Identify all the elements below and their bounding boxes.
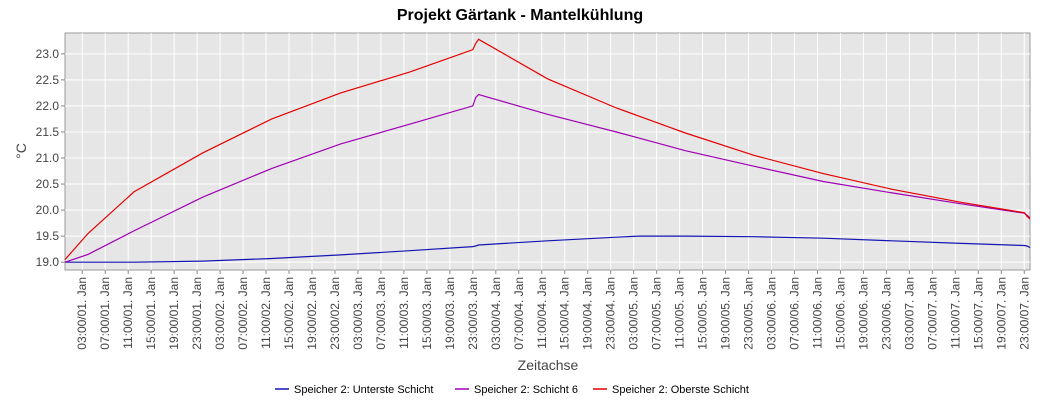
legend: Speicher 2: Unterste Schicht Speicher 2: … bbox=[275, 384, 749, 396]
x-tick-label: 03:00/04. Jan bbox=[489, 277, 503, 350]
x-tick-label: 15:00/05. Jan bbox=[696, 277, 710, 350]
x-tick-label: 11:00/01. Jan bbox=[121, 277, 135, 349]
y-tick-label: 21.0 bbox=[36, 151, 60, 165]
axes: 19.0 19.5 20.0 20.5 21.0 21.5 22.0 22.5 23.0 03:0… bbox=[36, 47, 1032, 350]
x-tick-label: 07:00/04. Jan bbox=[512, 277, 526, 350]
y-tick-label: 21.5 bbox=[36, 125, 60, 139]
x-tick-label: 15:00/07. Jan bbox=[971, 277, 985, 350]
series-line-2 bbox=[64, 93, 1031, 263]
chart-title: Projekt Gärtank - Mantelkühlung bbox=[397, 7, 643, 24]
x-tick-label: 07:00/05. Jan bbox=[650, 277, 664, 350]
series-line-3 bbox=[64, 38, 1031, 260]
y-tick-label: 19.5 bbox=[36, 229, 60, 243]
x-tick-label: 23:00/01. Jan bbox=[190, 277, 204, 350]
x-tick-label: 07:00/03. Jan bbox=[374, 277, 388, 350]
x-tick-label: 15:00/06. Jan bbox=[833, 277, 847, 350]
series-lines bbox=[64, 38, 1031, 263]
x-axis-label: Zeitachse bbox=[518, 357, 579, 373]
x-tick-label: 11:00/02. Jan bbox=[259, 277, 273, 349]
x-tick-label: 15:00/04. Jan bbox=[558, 277, 572, 350]
y-tick-label: 19.0 bbox=[36, 255, 60, 269]
x-tick-label: 19:00/06. Jan bbox=[856, 277, 870, 350]
y-tick-label: 20.0 bbox=[36, 203, 60, 217]
x-tick-label: 07:00/02. Jan bbox=[236, 277, 250, 350]
x-tick-label: 23:00/07. Jan bbox=[1017, 277, 1031, 350]
x-tick-label: 23:00/06. Jan bbox=[879, 277, 893, 350]
plot-area bbox=[64, 32, 1031, 271]
x-tick-label: 03:00/05. Jan bbox=[627, 277, 641, 350]
y-tick-label: 23.0 bbox=[36, 47, 60, 61]
x-tick-label: 11:00/04. Jan bbox=[535, 277, 549, 349]
x-tick-label: 19:00/02. Jan bbox=[305, 277, 319, 350]
x-tick-label: 19:00/05. Jan bbox=[719, 277, 733, 350]
legend-label: Speicher 2: Oberste Schicht bbox=[612, 384, 749, 396]
x-tick-label: 19:00/07. Jan bbox=[994, 277, 1008, 350]
x-tick-label: 23:00/05. Jan bbox=[742, 277, 756, 350]
legend-label: Speicher 2: Unterste Schicht bbox=[294, 384, 433, 396]
x-tick-label: 03:00/01. Jan bbox=[75, 277, 89, 350]
x-tick-label: 15:00/03. Jan bbox=[420, 277, 434, 350]
x-tick-label: 19:00/04. Jan bbox=[581, 277, 595, 350]
x-tick-label: 03:00/06. Jan bbox=[765, 277, 779, 350]
x-tick-label: 19:00/03. Jan bbox=[443, 277, 457, 350]
series-line-1 bbox=[65, 235, 1031, 263]
legend-label: Speicher 2: Schicht 6 bbox=[474, 384, 578, 396]
x-tick-label: 23:00/04. Jan bbox=[604, 277, 618, 350]
y-tick-label: 22.0 bbox=[36, 99, 60, 113]
x-tick-label: 11:00/06. Jan bbox=[810, 277, 824, 349]
x-tick-label: 07:00/01. Jan bbox=[98, 277, 112, 350]
x-tick-label: 07:00/07. Jan bbox=[925, 277, 939, 350]
grid bbox=[65, 33, 1030, 270]
x-tick-label: 19:00/01. Jan bbox=[167, 277, 181, 350]
y-axis-label: °C bbox=[13, 143, 29, 159]
x-tick-label: 15:00/01. Jan bbox=[144, 277, 158, 350]
x-tick-label: 23:00/03. Jan bbox=[466, 277, 480, 350]
x-tick-label: 15:00/02. Jan bbox=[282, 277, 296, 350]
y-tick-label: 20.5 bbox=[36, 177, 60, 191]
x-tick-label: 11:00/07. Jan bbox=[948, 277, 962, 349]
x-tick-label: 07:00/06. Jan bbox=[787, 277, 801, 350]
x-tick-label: 03:00/03. Jan bbox=[351, 277, 365, 350]
y-tick-label: 22.5 bbox=[36, 73, 60, 87]
x-tick-label: 11:00/05. Jan bbox=[673, 277, 687, 349]
x-tick-label: 11:00/03. Jan bbox=[397, 277, 411, 349]
x-tick-label: 03:00/07. Jan bbox=[902, 277, 916, 350]
x-tick-label: 03:00/02. Jan bbox=[213, 277, 227, 350]
x-tick-label: 23:00/02. Jan bbox=[328, 277, 342, 350]
